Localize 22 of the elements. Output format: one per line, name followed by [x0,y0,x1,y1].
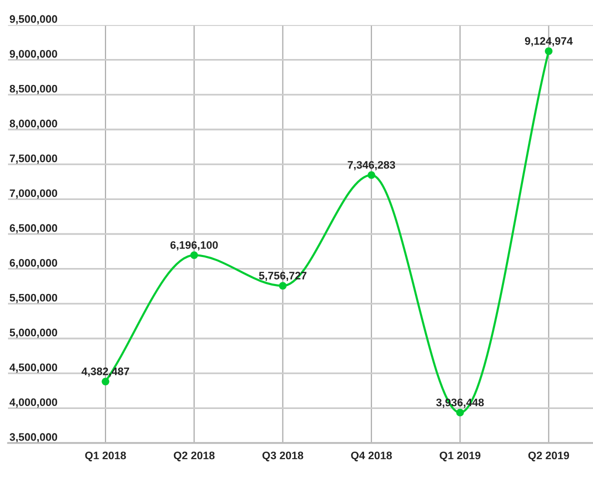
data-label: 7,346,283 [348,161,396,170]
y-tick-label: 7,000,000 [10,189,58,199]
x-tick-label: Q2 2019 [528,452,570,462]
y-tick-label: 3,500,000 [10,433,58,442]
x-tick-label: Q1 2018 [85,452,126,462]
y-tick-label: 9,500,000 [10,15,58,24]
x-tick-label: Q3 2018 [262,452,304,462]
y-tick-label: 8,000,000 [10,120,58,129]
y-tick-label: 6,500,000 [10,224,58,234]
y-tick-label: 4,000,000 [10,398,58,408]
data-label: 9,124,974 [524,37,573,46]
x-tick-label: Q4 2018 [351,452,392,462]
y-tick-label: 5,000,000 [10,328,58,338]
y-tick-label: 7,500,000 [10,154,58,164]
y-tick-label: 9,000,000 [10,50,58,60]
x-tick-label: Q1 2019 [440,452,480,462]
y-tick-label: 8,500,000 [10,84,58,94]
y-tick-label: 4,500,000 [10,364,58,373]
y-tick-label: 6,000,000 [10,259,58,268]
y-tick-label: 5,500,000 [10,294,58,304]
data-label: 6,196,100 [170,241,218,250]
x-tick-label: Q2 2018 [174,452,215,462]
